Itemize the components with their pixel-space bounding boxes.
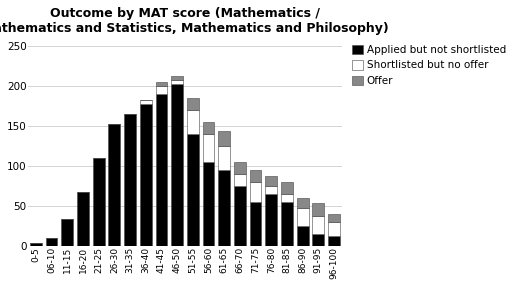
Bar [140,104,152,246]
Bar [61,219,73,246]
Bar [155,82,167,86]
Bar [281,182,293,194]
Bar [328,222,340,236]
Bar [203,134,214,162]
Bar [250,202,262,246]
Bar [203,122,214,134]
Bar [171,76,183,80]
Bar [234,174,246,186]
Bar [218,131,230,146]
Bar [250,182,262,202]
Bar [187,110,199,134]
Bar [234,186,246,246]
Bar [187,134,199,246]
Bar [171,80,183,84]
Bar [171,84,183,246]
Bar [218,146,230,170]
Bar [46,239,57,246]
Bar [155,86,167,94]
Title: Outcome by MAT score (Mathematics /
Mathematics and Statistics, Mathematics and : Outcome by MAT score (Mathematics / Math… [0,7,389,35]
Bar [234,162,246,174]
Bar [312,216,324,234]
Bar [297,208,309,226]
Bar [155,94,167,246]
Bar [30,243,42,246]
Bar [93,158,105,246]
Bar [312,234,324,246]
Bar [140,100,152,104]
Bar [265,176,277,186]
Bar [328,214,340,222]
Bar [265,186,277,194]
Bar [281,194,293,202]
Bar [265,194,277,246]
Bar [328,236,340,246]
Bar [203,162,214,246]
Legend: Applied but not shortlisted, Shortlisted but no offer, Offer: Applied but not shortlisted, Shortlisted… [350,43,508,88]
Bar [312,203,324,216]
Bar [281,202,293,246]
Bar [108,124,120,246]
Bar [124,114,136,246]
Bar [250,170,262,182]
Bar [218,170,230,246]
Bar [297,198,309,208]
Bar [297,226,309,246]
Bar [187,98,199,110]
Bar [77,192,89,246]
